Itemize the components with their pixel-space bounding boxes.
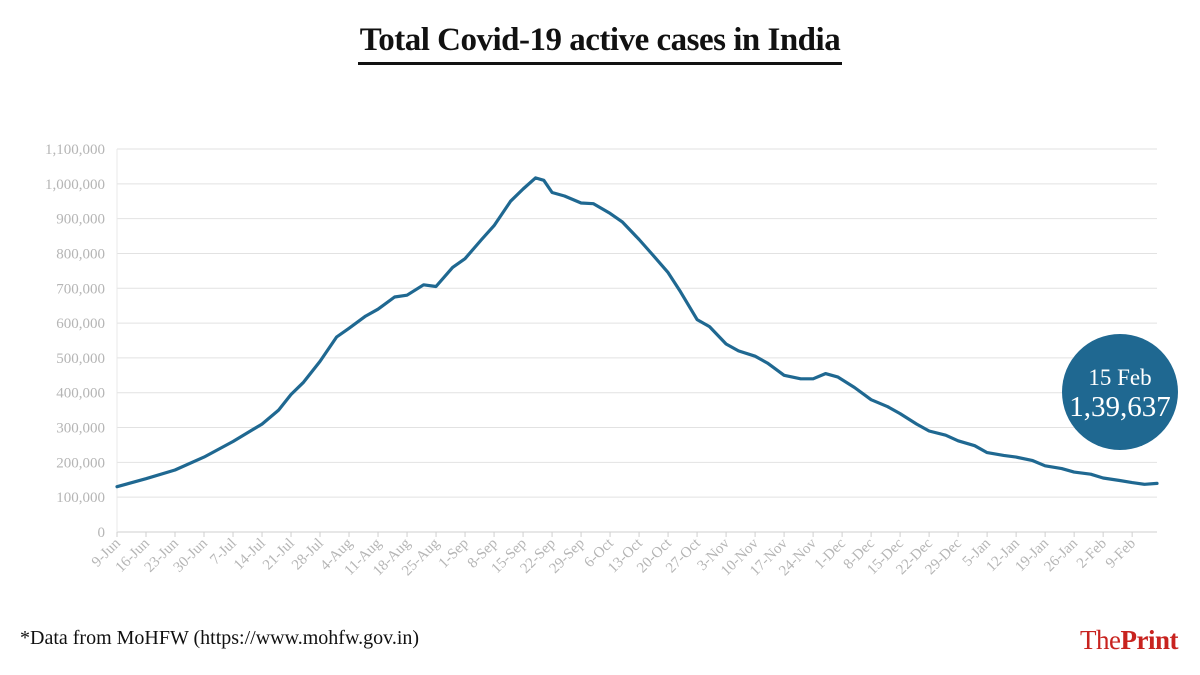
active-cases-line	[115, 176, 1159, 489]
y-tick-label: 300,000	[56, 421, 105, 437]
x-tick-label: 30-Jun	[171, 535, 212, 576]
x-tick-label: 2-Feb	[1074, 536, 1110, 572]
x-tick-label: 1-Sep	[436, 536, 472, 572]
y-tick-label: 1,000,000	[45, 177, 105, 193]
callout-date: 15 Feb	[1088, 365, 1151, 390]
callout-value: 1,39,637	[1069, 391, 1171, 423]
y-tick-label: 0	[98, 525, 106, 541]
chart-title: Total Covid-19 active cases in India	[357, 22, 843, 65]
x-tick-label: 21-Jul	[260, 536, 298, 574]
data-source-note: *Data from MoHFW (https://www.mohfw.gov.…	[20, 627, 420, 649]
x-tick-label: 27-Oct	[663, 535, 704, 576]
logo-the: The	[1080, 625, 1121, 655]
y-tick-label: 600,000	[56, 316, 105, 332]
y-tick-label: 100,000	[56, 490, 105, 506]
x-tick-label: 26-Jan	[1041, 535, 1081, 575]
y-tick-label: 1,100,000	[45, 142, 105, 158]
theprint-logo[interactable]: ThePrint	[1080, 625, 1178, 656]
logo-print: Print	[1120, 625, 1179, 655]
y-tick-label: 200,000	[56, 455, 105, 471]
x-tick-label: 14-Jul	[231, 536, 269, 574]
y-tick-label: 900,000	[56, 212, 105, 228]
y-tick-label: 800,000	[56, 246, 105, 262]
x-tick-label: 9-Feb	[1103, 536, 1139, 572]
x-tick-label: 1-Dec	[812, 535, 849, 572]
y-tick-label: 500,000	[56, 351, 105, 367]
y-tick-label: 400,000	[56, 386, 105, 402]
y-tick-label: 700,000	[56, 281, 105, 297]
title-wrapper: Total Covid-19 active cases in India	[0, 22, 1200, 65]
callout-circle	[1062, 334, 1178, 450]
